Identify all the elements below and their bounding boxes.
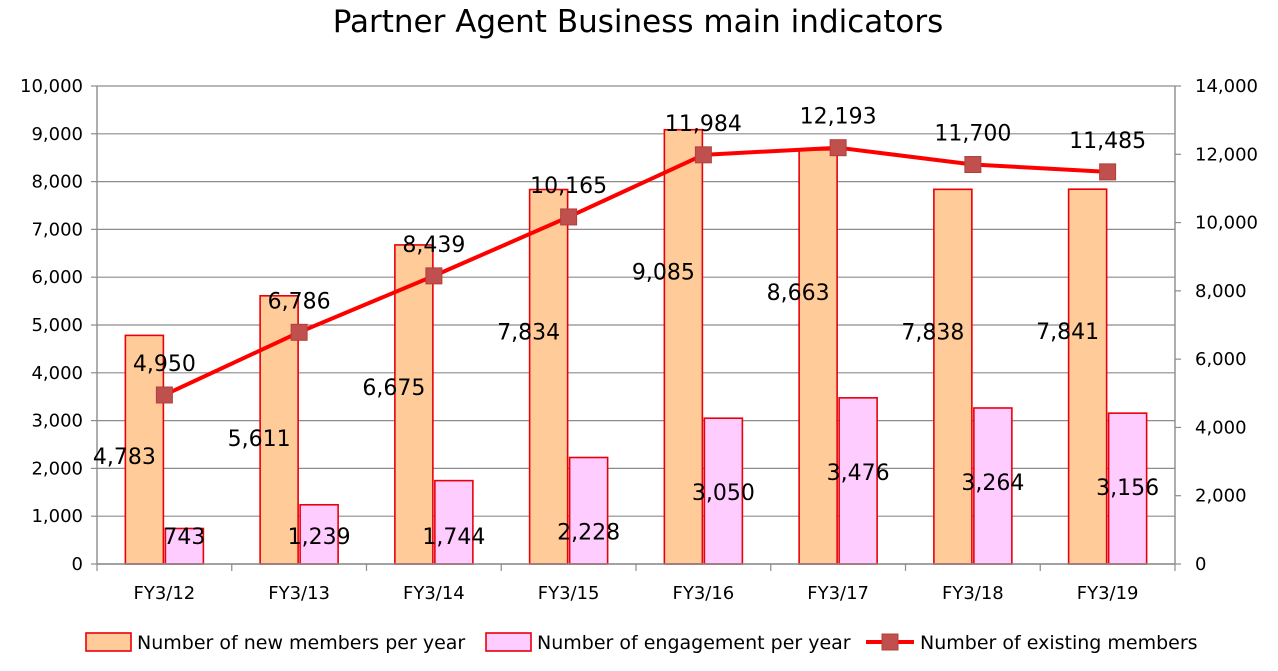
bars bbox=[124, 128, 1148, 565]
data-label-engagement: 3,050 bbox=[692, 481, 755, 506]
marker-existing-members bbox=[694, 146, 712, 164]
data-label-engagement: 743 bbox=[163, 525, 205, 550]
y-right-tick-label: 10,000 bbox=[1195, 213, 1258, 234]
legend-swatch-engagement bbox=[485, 632, 532, 652]
bar-new-members bbox=[394, 244, 434, 565]
marker-existing-members bbox=[560, 208, 578, 226]
marker-existing-members bbox=[1099, 163, 1117, 181]
y-left-tick-label: 1,000 bbox=[31, 506, 83, 527]
y-right-tick-label: 14,000 bbox=[1195, 76, 1258, 97]
data-label-engagement: 2,228 bbox=[557, 521, 620, 546]
data-label-new-members: 4,783 bbox=[93, 445, 156, 470]
y-right-tick-label: 12,000 bbox=[1195, 144, 1258, 165]
y-left-tick-label: 8,000 bbox=[31, 172, 83, 193]
chart-title: Partner Agent Business main indicators bbox=[333, 4, 944, 40]
marker-existing-members bbox=[290, 323, 308, 341]
legend-swatch-marker-existing bbox=[881, 633, 899, 651]
data-label-engagement: 3,476 bbox=[827, 461, 890, 486]
x-tick-label: FY3/19 bbox=[1077, 583, 1139, 604]
y-right-tick-label: 2,000 bbox=[1195, 486, 1247, 507]
x-tick-label: FY3/15 bbox=[538, 583, 600, 604]
data-labels: 4,783 743 4,950 5,611 1,239 6,786 6,675 1,744 8,… bbox=[93, 105, 1159, 550]
data-label-existing-members: 8,439 bbox=[402, 233, 465, 258]
legend-label-existing-members: Number of existing members bbox=[920, 632, 1198, 654]
legend-label-engagement: Number of engagement per year bbox=[537, 632, 851, 654]
y-right-tick-label: 4,000 bbox=[1195, 417, 1247, 438]
data-label-existing-members: 11,984 bbox=[665, 112, 742, 137]
x-tick-label: FY3/13 bbox=[268, 583, 330, 604]
data-label-existing-members: 4,950 bbox=[133, 352, 196, 377]
marker-existing-members bbox=[155, 386, 173, 404]
data-label-engagement: 3,156 bbox=[1096, 476, 1159, 501]
bar-new-members bbox=[798, 149, 838, 565]
data-label-engagement: 1,239 bbox=[288, 525, 351, 550]
marker-existing-members bbox=[829, 139, 847, 157]
line-series bbox=[155, 139, 1117, 404]
data-label-new-members: 9,085 bbox=[632, 261, 695, 286]
legend-swatch-new-members bbox=[85, 632, 132, 652]
y-left-tick-label: 2,000 bbox=[31, 458, 83, 479]
x-tick-label: FY3/18 bbox=[942, 583, 1004, 604]
axes: 0 1,000 2,000 3,000 4,000 5,000 6,000 7,000 8,00… bbox=[20, 76, 1258, 604]
line-existing-members bbox=[163, 145, 1108, 397]
data-label-existing-members: 11,485 bbox=[1069, 129, 1146, 154]
bar-engagement bbox=[973, 407, 1013, 565]
bar-engagement bbox=[299, 503, 339, 565]
legend: Number of new members per year Number of … bbox=[85, 632, 1198, 654]
data-label-existing-members: 10,165 bbox=[530, 174, 607, 199]
bar-new-members bbox=[528, 188, 569, 565]
bar-new-members bbox=[933, 188, 973, 565]
data-label-engagement: 3,264 bbox=[961, 471, 1024, 496]
bar-new-members bbox=[124, 334, 165, 565]
x-tick-label: FY3/16 bbox=[672, 583, 734, 604]
data-label-new-members: 7,834 bbox=[497, 321, 560, 346]
bar-engagement bbox=[1107, 412, 1148, 565]
y-right-tick-label: 0 bbox=[1195, 554, 1206, 575]
y-right-tick-label: 8,000 bbox=[1195, 281, 1247, 302]
data-label-existing-members: 6,786 bbox=[268, 289, 331, 314]
bar-engagement bbox=[703, 417, 744, 565]
bar-new-members bbox=[663, 128, 704, 565]
y-left-tick-label: 7,000 bbox=[31, 219, 83, 240]
bar-new-members bbox=[1067, 188, 1108, 565]
bar-engagement bbox=[434, 479, 474, 565]
data-label-new-members: 7,838 bbox=[901, 320, 964, 345]
data-label-new-members: 8,663 bbox=[767, 281, 830, 306]
bar-engagement bbox=[838, 397, 878, 565]
bar-engagement bbox=[164, 527, 205, 565]
y-left-tick-label: 6,000 bbox=[31, 267, 83, 288]
data-label-new-members: 7,841 bbox=[1036, 320, 1099, 345]
marker-existing-members bbox=[425, 267, 443, 285]
y-left-tick-label: 0 bbox=[72, 554, 83, 575]
data-label-engagement: 1,744 bbox=[422, 525, 485, 550]
marker-existing-members bbox=[964, 156, 982, 174]
data-label-new-members: 5,611 bbox=[228, 427, 291, 452]
x-tick-label: FY3/17 bbox=[807, 583, 869, 604]
bar-engagement bbox=[568, 456, 609, 565]
x-tick-label: FY3/14 bbox=[403, 583, 465, 604]
y-left-tick-label: 5,000 bbox=[31, 315, 83, 336]
y-left-tick-label: 9,000 bbox=[31, 124, 83, 145]
data-label-existing-members: 12,193 bbox=[800, 105, 877, 130]
data-label-existing-members: 11,700 bbox=[934, 122, 1011, 147]
legend-label-new-members: Number of new members per year bbox=[137, 632, 465, 654]
data-label-new-members: 6,675 bbox=[362, 376, 425, 401]
y-left-tick-label: 4,000 bbox=[31, 363, 83, 384]
y-right-tick-label: 6,000 bbox=[1195, 349, 1247, 370]
y-left-tick-label: 10,000 bbox=[20, 76, 83, 97]
x-tick-label: FY3/12 bbox=[133, 583, 195, 604]
y-left-tick-label: 3,000 bbox=[31, 411, 83, 432]
